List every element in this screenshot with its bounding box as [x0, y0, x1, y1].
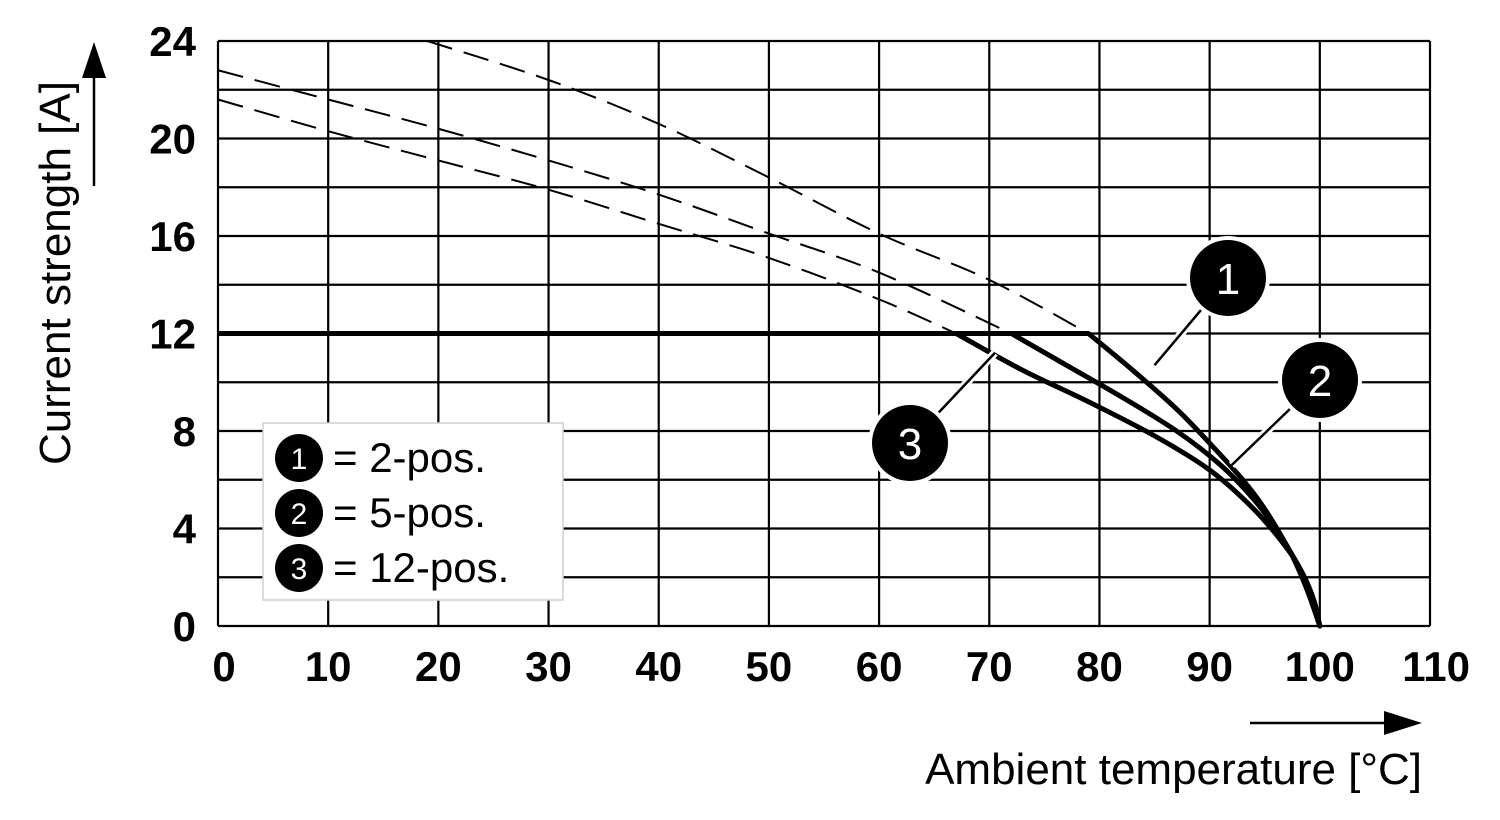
x-tick-label: 20: [415, 643, 462, 690]
y-tick-label: 12: [149, 311, 196, 358]
legend-entry-text: = 12-pos.: [333, 544, 509, 591]
legend-badge-label-2: 2: [291, 498, 308, 531]
callout-badge-3: [872, 405, 948, 481]
callout-leaders: [934, 306, 1294, 469]
x-tick-label: 30: [525, 643, 572, 690]
derating-curves: [218, 331, 1323, 629]
callout-badge-label-1: 1: [1216, 255, 1240, 304]
x-tick-labels: 0 10 20 30 40 50 60 70 80 90 100 110: [212, 643, 1470, 690]
x-tick-label: 70: [966, 643, 1013, 690]
x-tick-label: 100: [1285, 643, 1355, 690]
legend-entry-text: = 2-pos.: [333, 434, 486, 481]
x-tick-label: 110: [1402, 643, 1470, 690]
y-tick-label: 4: [173, 506, 197, 553]
x-tick-label: 40: [635, 643, 682, 690]
y-tick-label: 20: [149, 116, 196, 163]
dashed-line-series-1: [427, 40, 1089, 335]
callout-badge-label-3: 3: [898, 420, 922, 469]
legend-badge-1: [275, 434, 323, 482]
y-tick-label: 0: [173, 603, 196, 650]
y-tick-label: 24: [149, 18, 196, 65]
curve-derating-series-3: [953, 331, 1323, 629]
callout-leader-2: [1230, 406, 1293, 467]
y-tick-label: 16: [149, 213, 196, 260]
legend-badge-3: [275, 544, 323, 592]
dashed-line-series-2: [217, 69, 1012, 335]
x-axis-arrow-icon: [1384, 711, 1422, 735]
x-axis-label: Ambient temperature [°C]: [925, 745, 1422, 794]
callout-leader-3: [936, 352, 996, 415]
dashed-extrapolation-lines: [217, 40, 1089, 335]
y-axis-arrow-icon: [82, 42, 106, 78]
y-tick-label: 8: [173, 408, 196, 455]
legend: 1 = 2-pos. 2 = 5-pos. 3 = 12-pos.: [262, 422, 564, 601]
x-tick-label: 90: [1186, 643, 1233, 690]
y-axis-label: Current strength [A]: [31, 81, 80, 465]
y-tick-labels: 0 4 8 12 16 20 24: [149, 18, 196, 650]
dashed-line-series-3: [217, 98, 957, 335]
x-tick-label: 0: [212, 643, 235, 690]
callout-badges: 1 2 3: [868, 236, 1362, 485]
legend-badge-label-3: 3: [291, 553, 308, 586]
callout-leader-1: [1153, 307, 1204, 366]
legend-badge-2: [275, 489, 323, 537]
callout-badge-1: [1190, 240, 1266, 316]
x-tick-label: 80: [1076, 643, 1123, 690]
legend-badge-label-1: 1: [291, 443, 308, 476]
x-tick-label: 60: [856, 643, 903, 690]
callout-badge-label-2: 2: [1308, 357, 1332, 406]
legend-entry-text: = 5-pos.: [333, 489, 486, 536]
x-tick-label: 50: [746, 643, 793, 690]
grid: [216, 39, 1432, 628]
x-tick-label: 10: [305, 643, 352, 690]
callout-badge-2: [1282, 342, 1358, 418]
